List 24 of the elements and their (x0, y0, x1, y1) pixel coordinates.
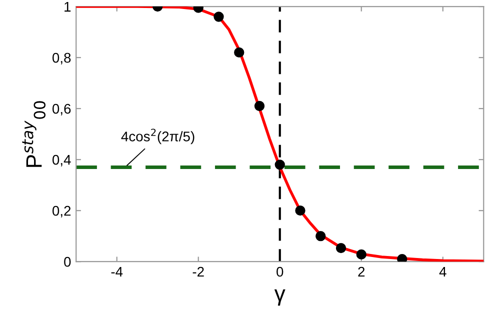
y-tick-label: 1 (64, 2, 71, 12)
ref-line-label: 4cos$^{2}$(2π/5) (121, 128, 194, 144)
point (356, 249, 366, 260)
y-tick-label: 0,6 (52, 104, 71, 116)
y-axis-title: P$^{stay}$$_{00}$ (22, 101, 46, 167)
x-axis-title: γ (274, 289, 286, 306)
y-tick-label: 0,4 (52, 154, 71, 166)
point (234, 47, 244, 58)
x-tick-label: 4 (439, 266, 446, 277)
point (274, 160, 285, 170)
point (397, 254, 408, 262)
x-tick-label: -4 (111, 266, 123, 277)
x-tick-label: -2 (192, 266, 204, 277)
point (336, 242, 346, 254)
x-tick-label: 2 (358, 266, 365, 277)
point (295, 206, 306, 216)
line-series (76, 6, 484, 262)
point (316, 231, 326, 242)
y-tick-label: 0,2 (52, 206, 71, 218)
y-tick-label: 0,8 (52, 52, 71, 64)
point (254, 100, 265, 112)
y-tick-label: 0 (64, 256, 71, 267)
point (214, 12, 224, 22)
x-tick-label: 0 (276, 266, 284, 277)
